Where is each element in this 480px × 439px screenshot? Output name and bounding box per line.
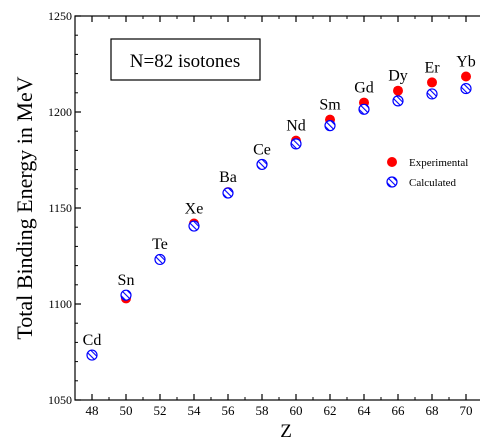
- calculated-point: [222, 187, 234, 199]
- element-label: Te: [152, 236, 168, 253]
- x-tick-label: 54: [188, 403, 202, 418]
- y-tick-label: 1050: [48, 393, 72, 407]
- x-tick-label: 68: [426, 403, 439, 418]
- calculated-point: [154, 253, 166, 266]
- experimental-point: [427, 77, 437, 88]
- element-label: Ce: [253, 141, 271, 158]
- y-tick-label: 1200: [48, 105, 72, 119]
- x-tick-label: 62: [324, 403, 337, 418]
- x-tick-label: 50: [120, 403, 133, 418]
- calculated-point: [460, 82, 472, 95]
- x-tick-label: 64: [358, 403, 372, 418]
- y-tick-label: 1100: [48, 297, 72, 311]
- element-label: Ba: [219, 169, 237, 186]
- x-tick-label: 56: [222, 403, 236, 418]
- element-label: Sn: [118, 272, 135, 289]
- calculated-point: [120, 289, 132, 301]
- element-label: Sm: [319, 97, 341, 114]
- calculated-point: [392, 95, 404, 107]
- element-label: Xe: [185, 201, 204, 218]
- y-tick-label: 1250: [48, 9, 72, 23]
- x-tick-label: 48: [86, 403, 99, 418]
- x-tick-label: 58: [256, 403, 269, 418]
- experimental-point: [393, 85, 403, 96]
- calculated-point: [324, 120, 336, 132]
- y-axis-label: Total Binding Energy in MeV: [12, 76, 37, 339]
- calculated-point: [358, 103, 370, 115]
- x-axis-label: Z: [280, 421, 292, 439]
- element-labels: Cd Sn Te Xe Ba Ce Nd Sm Gd Dy Er Yb: [83, 53, 476, 349]
- element-label: Yb: [456, 53, 476, 70]
- calculated-point: [188, 220, 200, 232]
- calculated-point: [86, 349, 98, 361]
- experimental-point: [461, 71, 471, 82]
- legend: Experimental Calculated: [380, 150, 480, 192]
- element-label: Dy: [388, 68, 408, 85]
- legend-marker-calculated: [386, 176, 398, 188]
- element-label: Gd: [354, 80, 374, 97]
- title-box-frame: [110, 38, 261, 81]
- x-tick-label: 66: [392, 403, 406, 418]
- legend-marker-experimental: [387, 157, 397, 167]
- data-marks: [86, 71, 472, 361]
- calculated-point: [426, 88, 438, 100]
- calculated-point: [290, 138, 302, 150]
- x-tick-label: 70: [460, 403, 473, 418]
- element-label: Er: [424, 59, 440, 76]
- y-tick-label: 1150: [48, 201, 72, 215]
- axis-ticks: 48 50 52 54 56 58 60 62 64 66 68 70 1050 1100 1150 1200…: [48, 9, 473, 418]
- legend-label-experimental: Experimental: [409, 157, 468, 169]
- x-tick-label: 60: [290, 403, 303, 418]
- title-box: N=82 isotones: [110, 38, 261, 81]
- element-label: Nd: [286, 118, 306, 135]
- x-tick-label: 52: [154, 403, 167, 418]
- calculated-point: [256, 158, 268, 171]
- chart-title: N=82 isotones: [130, 51, 240, 72]
- legend-label-calculated: Calculated: [409, 177, 457, 189]
- element-label: Cd: [83, 332, 102, 349]
